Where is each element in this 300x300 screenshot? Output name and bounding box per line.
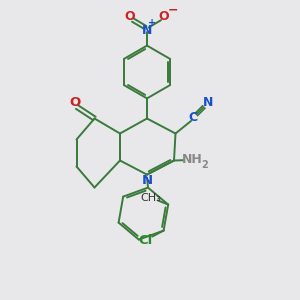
Text: N: N (142, 23, 152, 37)
Text: C: C (189, 111, 198, 124)
Text: NH: NH (182, 153, 203, 167)
Text: −: − (168, 4, 178, 17)
Text: N: N (202, 96, 213, 109)
Text: N: N (142, 174, 153, 187)
Text: O: O (158, 10, 169, 23)
Text: O: O (69, 96, 80, 110)
Text: 2: 2 (201, 160, 208, 170)
Text: CH₃: CH₃ (140, 193, 161, 203)
Text: +: + (148, 18, 157, 28)
Text: O: O (124, 10, 135, 23)
Text: Cl: Cl (138, 234, 152, 247)
